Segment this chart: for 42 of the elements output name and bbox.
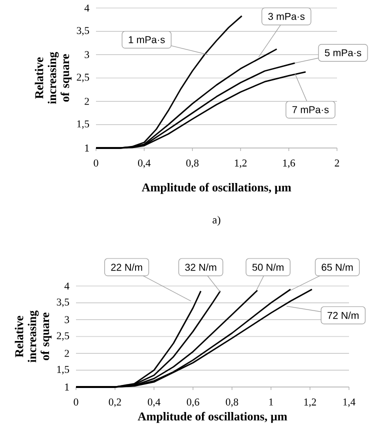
annotation: 22 N/m	[111, 263, 142, 271]
y-axis-title: Relative increasing of square	[14, 310, 52, 362]
y-tick-label: 3	[84, 51, 90, 58]
y-tick-label: 1,5	[57, 366, 70, 374]
x-tick-label: 0,6	[186, 398, 200, 408]
y-tick-label: 1	[65, 384, 69, 390]
y-tick-label: 2,5	[56, 332, 70, 341]
y-tick-label: 2	[84, 98, 89, 105]
y-tick-label: 3	[64, 316, 70, 324]
y-tick-label: 3,5	[56, 298, 70, 308]
annotation: 3 mPa·s	[268, 12, 305, 20]
annotation: 72 N/m	[328, 312, 359, 319]
y-axis-title: Relative increasing of square	[34, 52, 72, 104]
x-tick-label: 1,4	[343, 398, 356, 408]
annotation: 1 mPa·s	[128, 36, 165, 44]
x-tick-label: 0	[94, 160, 98, 167]
x-tick-label: 0,4	[148, 398, 160, 408]
annotation: 7 mPa·s	[292, 106, 329, 114]
x-axis-title: Amplitude of oscillations, µm	[142, 182, 292, 194]
x-tick-label: 2	[334, 160, 340, 166]
text: a)	[212, 216, 220, 226]
annotation: 32 N/m	[185, 263, 216, 271]
x-tick-label: 0,2	[108, 398, 121, 408]
y-tick-label: 2	[64, 350, 69, 357]
x-tick-label: 1,2	[304, 398, 316, 408]
y-tick-label: 1,5	[77, 120, 90, 129]
y-tick-label: 1	[85, 144, 89, 152]
x-tick-label: 0,8	[186, 160, 199, 168]
annotation: 5 mPa·s	[324, 49, 362, 56]
x-tick-label: 1,6	[283, 160, 296, 168]
y-tick-label: 4	[84, 4, 90, 12]
y-tick-label: 4	[64, 282, 70, 290]
x-tick-label: 1	[269, 398, 273, 406]
y-tick-label: 2,5	[76, 74, 90, 82]
annotation: 50 N/m	[252, 263, 284, 271]
x-tick-label: 0	[74, 398, 78, 406]
y-tick-label: 3,5	[76, 27, 90, 36]
x-axis-title: Amplitude of oscillations, µm	[138, 412, 288, 423]
x-tick-label: 1,2	[234, 160, 247, 168]
x-tick-label: 0,4	[138, 160, 151, 168]
x-tick-label: 0,8	[226, 398, 238, 408]
annotation: 65 N/m	[322, 263, 353, 271]
